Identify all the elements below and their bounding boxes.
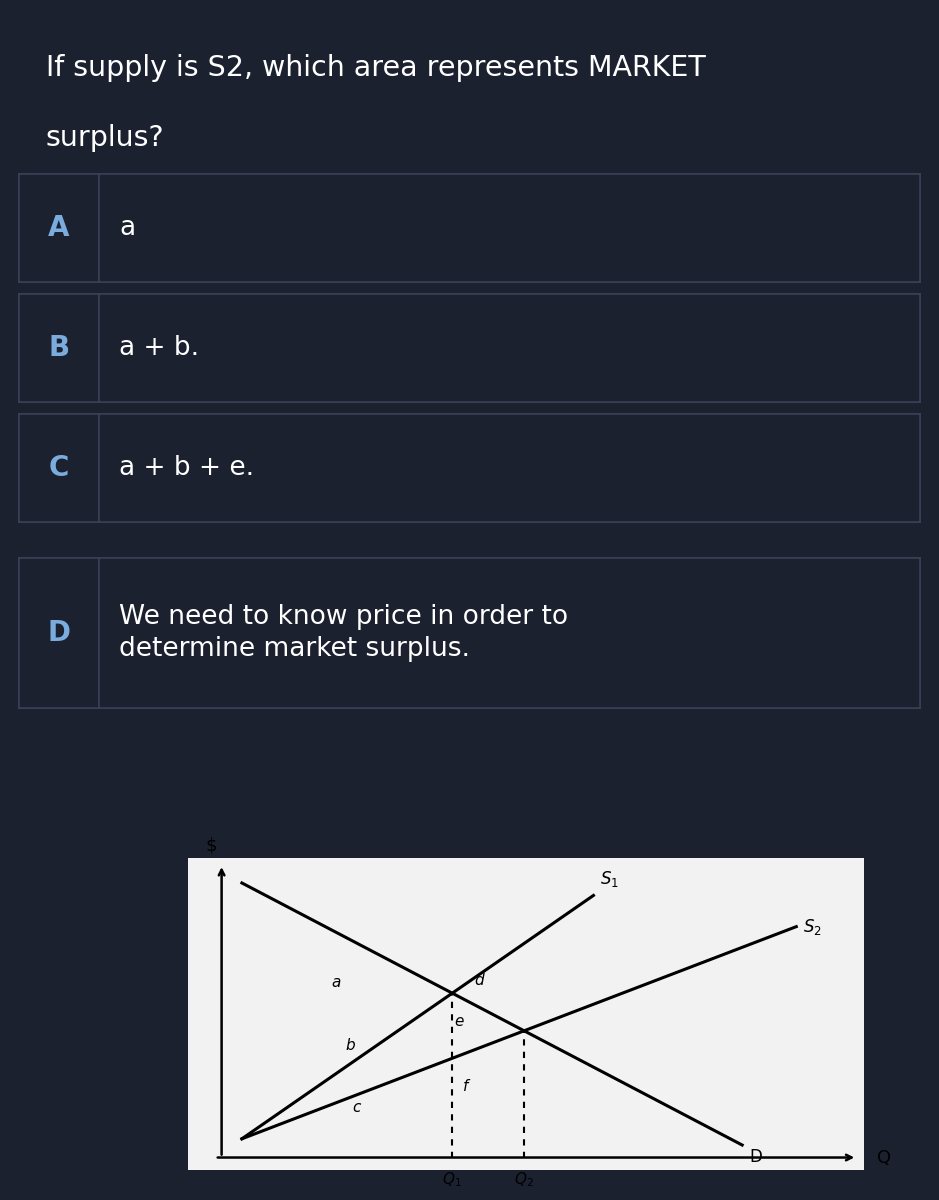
Text: D: D xyxy=(749,1148,762,1166)
Text: a + b + e.: a + b + e. xyxy=(119,455,254,481)
Text: c: c xyxy=(353,1100,361,1115)
Text: surplus?: surplus? xyxy=(46,125,164,152)
Text: a: a xyxy=(331,976,341,990)
Text: f: f xyxy=(463,1079,469,1094)
Text: b: b xyxy=(346,1038,355,1052)
Text: C: C xyxy=(49,454,69,482)
Text: $Q_2$: $Q_2$ xyxy=(515,1170,534,1189)
Text: D: D xyxy=(47,619,70,647)
Text: $S_1$: $S_1$ xyxy=(600,869,619,889)
Text: a + b.: a + b. xyxy=(119,335,199,361)
Text: e: e xyxy=(454,1014,464,1028)
Text: $: $ xyxy=(206,836,217,854)
Text: A: A xyxy=(48,214,69,242)
Text: a: a xyxy=(119,215,135,241)
Text: $Q_1$: $Q_1$ xyxy=(442,1170,462,1189)
Text: B: B xyxy=(48,334,69,362)
Text: d: d xyxy=(474,973,485,988)
Text: Q: Q xyxy=(877,1148,891,1166)
Text: If supply is S2, which area represents MARKET: If supply is S2, which area represents M… xyxy=(46,54,705,82)
Text: $S_2$: $S_2$ xyxy=(803,917,822,937)
Text: We need to know price in order to
determine market surplus.: We need to know price in order to determ… xyxy=(119,604,568,662)
